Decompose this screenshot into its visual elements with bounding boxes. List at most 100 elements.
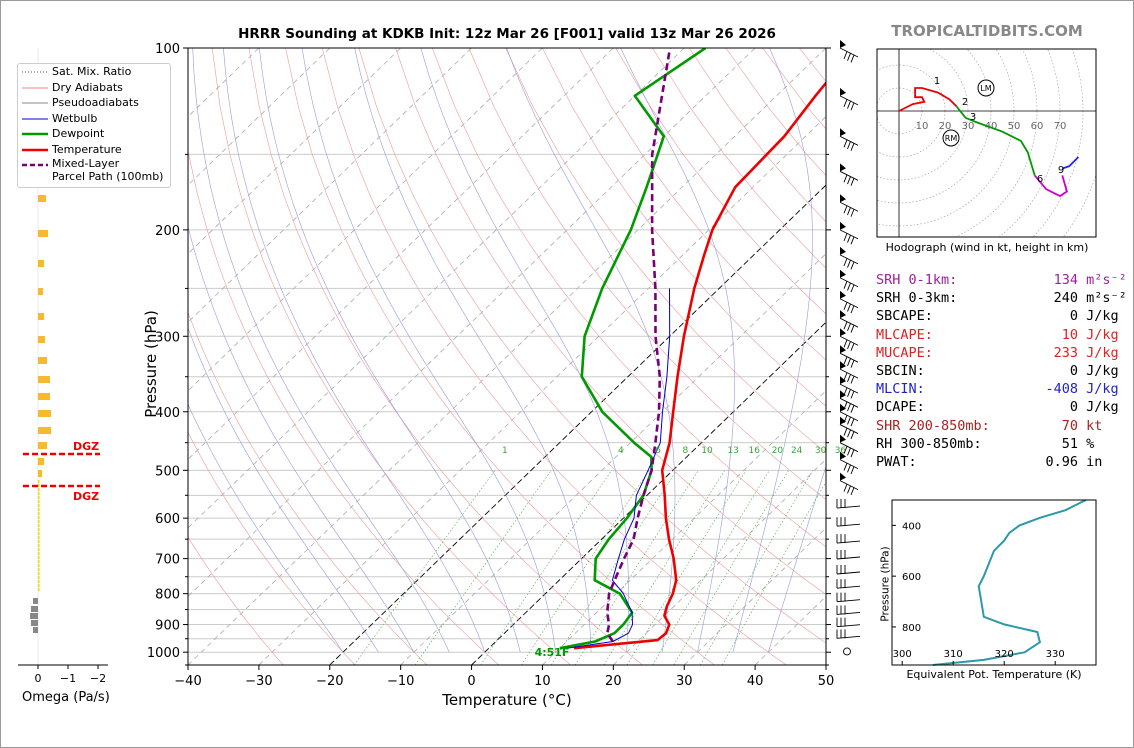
theta-e-x-tick-label: 310 [944,649,963,660]
wind-barb [836,629,861,639]
omega-bar-ascent [38,260,44,267]
legend-label: Wetbulb [52,111,98,125]
skewt-plot-area [188,48,826,665]
hodograph-trace [898,87,958,112]
wind-barb [836,605,861,615]
hodograph-ring-label: 40 [985,121,998,132]
parameter-row: SRH 0-1km: 134 m²s⁻² [876,272,1127,290]
y-tick-label: 400 [155,406,180,421]
omega-bar-small [38,532,40,535]
omega-bar-small [38,544,40,547]
moist-adiabat [301,48,556,653]
parameter-label: SBCIN: [876,362,925,379]
theta-e-line [932,499,1087,666]
parameter-label: RH 300-850mb: [876,435,982,452]
omega-bar-small [38,564,40,567]
dry-adiabat [615,48,826,315]
legend-item: Temperature [18,142,170,158]
x-tick-label: 50 [818,674,835,689]
omega-bar-small [38,512,40,515]
hodograph-height-label: 2 [962,97,968,108]
moist-adiabat [259,48,521,653]
omega-bar-small [38,568,40,571]
parameter-label: MLCAPE: [876,326,933,343]
series-wetbulb [566,288,671,649]
hodograph-height-label: 3 [970,112,976,123]
series-temperature [573,80,826,650]
y-tick-label: 600 [155,512,180,527]
y-tick-label: 900 [155,619,180,634]
y-tick-label: 500 [155,464,180,479]
wind-barb [839,403,859,427]
wind-barb [836,549,861,560]
hodograph-ring-label: 10 [916,121,929,132]
x-axis-label: Temperature (°C) [442,691,572,709]
parameter-row: DCAPE: 0 J/kg [876,399,1127,417]
wind-barb [836,564,861,575]
moist-adiabat [188,403,344,653]
hodograph-ring-label: 50 [1008,121,1021,132]
dgz-top-label: DGZ [73,440,100,453]
parameter-label: SRH 0-3km: [876,290,958,307]
parameter-row: MUCAPE: 233 J/kg [876,345,1127,363]
omega-bar-small [38,536,40,539]
mixing-ratio-label: 6 [655,446,661,456]
wind-barb [836,579,861,589]
legend-label: Pseudoadiabats [52,96,139,109]
mixing-ratio-label: 36 [835,446,847,456]
omega-bar-ascent [38,427,51,434]
isotherm-line [258,115,826,665]
legend-swatch [22,71,48,73]
hodograph-ring-label: 70 [1054,121,1067,132]
hodograph-trace [1062,156,1080,170]
dry-adiabat [188,431,356,665]
surface-temp-label: 4:51F [535,646,570,659]
omega-axis-label: Omega (Pa/s) [22,690,110,705]
omega-tick-label: 0 [35,672,42,685]
isotherm-line [542,390,826,665]
y-axis-label: Pressure (hPa) [141,310,160,418]
mixing-ratio-line [354,470,496,665]
mixing-ratio-line [673,470,789,665]
y-tick-label: 800 [155,588,180,603]
omega-bar-small [38,552,40,555]
storm-motion-marker [942,129,960,147]
chart-legend: Sat. Mix. Ratio Dry Adiabats Pseudoadiabat… [17,63,171,188]
parameter-unit: kt [1078,417,1103,434]
mixing-ratio-line [480,470,612,665]
hodograph-ring-label: 20 [939,121,952,132]
parameter-value: 233 [1053,344,1078,361]
omega-bar-small [38,496,40,499]
parameter-unit: % [1078,435,1095,452]
x-tick-label: −10 [387,674,414,689]
moist-adiabat [768,465,826,653]
omega-bar-ascent [38,313,44,320]
legend-swatch [22,102,48,104]
omega-bar-ascent [38,357,47,364]
parameter-row: MLCIN: -408 J/kg [876,381,1127,399]
parameter-value: 51 [1061,435,1078,452]
dry-adiabat [505,48,826,454]
x-tick-label: −40 [174,674,201,689]
omega-bar-small [38,576,40,579]
parameter-value: -408 [1045,381,1078,398]
parameter-label: DCAPE: [876,399,925,416]
mixing-ratio-label: 20 [772,446,784,456]
omega-bar-ascent [38,458,44,465]
hodograph-ring-label: 30 [962,121,975,132]
omega-bar-ascent [38,230,48,237]
omega-bar-small [38,572,40,575]
site-watermark: TROPICALTIDBITS.COM [891,22,1083,40]
legend-swatch [22,132,48,136]
parameter-value: 240 [1053,290,1078,307]
omega-bar-small [38,556,40,559]
legend-label: Sat. Mix. Ratio [52,65,132,78]
omega-bar-descent [31,606,38,612]
wind-barb [836,617,861,628]
parameter-unit: J/kg [1078,399,1119,416]
parameter-unit: J/kg [1078,362,1119,379]
omega-bar-small [38,500,40,503]
omega-bar-small [38,492,40,495]
parameter-unit: J/kg [1078,326,1119,343]
hodograph-height-label: 6 [1037,174,1043,185]
